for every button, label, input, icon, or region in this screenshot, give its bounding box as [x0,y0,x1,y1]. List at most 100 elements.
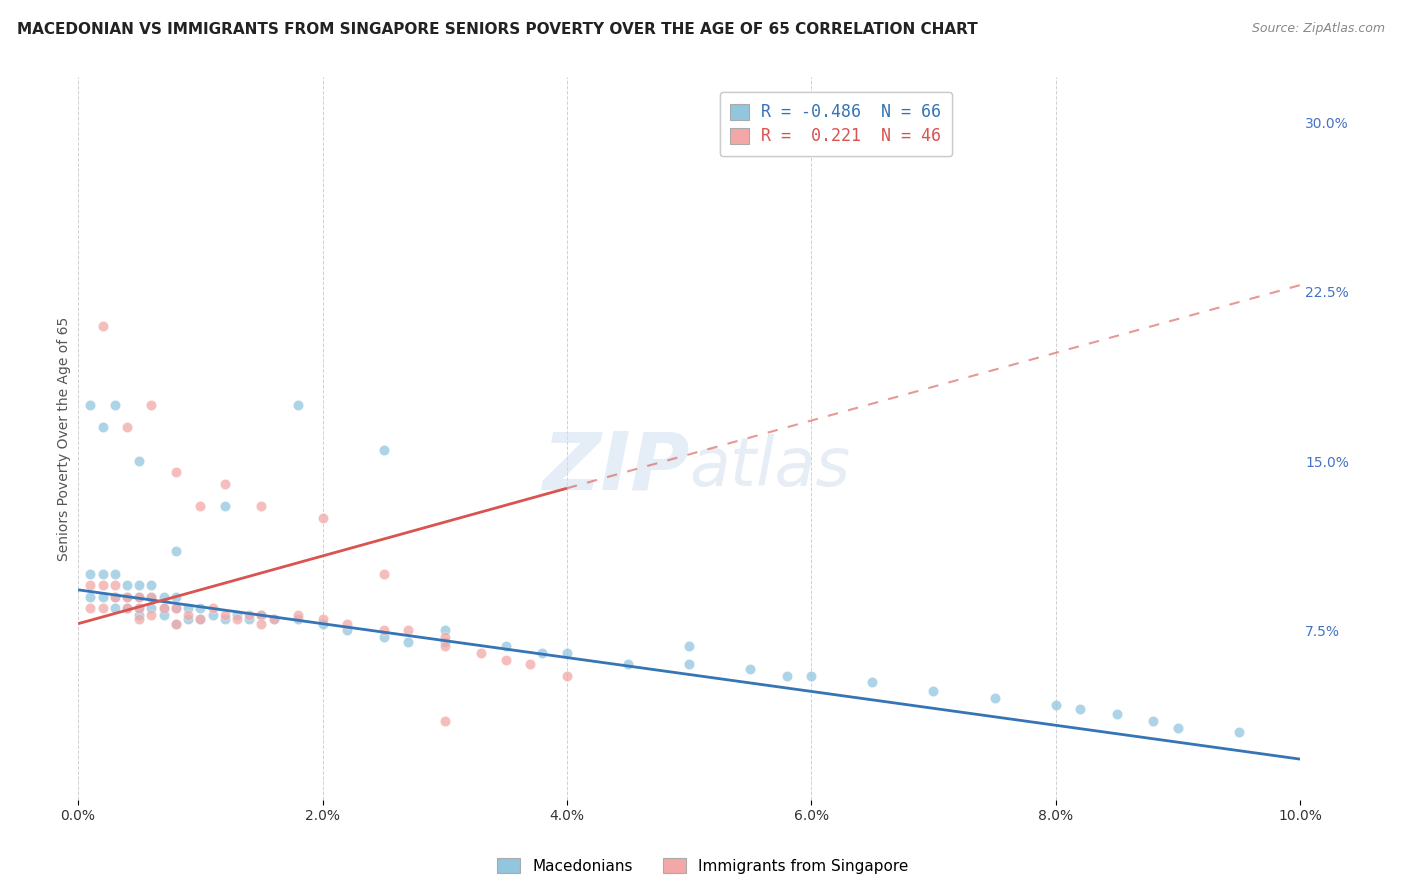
Point [128,590,150,604]
Point [165,590,187,604]
Point [91,578,114,592]
Point [91,600,114,615]
Point [177,607,200,622]
Point [128,607,150,622]
Point [287,612,309,626]
Point [678,657,700,672]
Point [79,590,101,604]
Point [433,714,456,728]
Point [128,600,150,615]
Point [214,500,236,514]
Point [433,640,456,654]
Point [238,607,260,622]
Point [115,420,138,434]
Point [214,612,236,626]
Point [104,567,127,582]
Point [79,578,101,592]
Point [396,624,419,638]
Point [115,590,138,604]
Point [177,612,200,626]
Point [433,624,456,638]
Point [91,318,114,333]
Point [555,646,578,660]
Point [373,442,395,457]
Point [165,600,187,615]
Point [433,630,456,644]
Point [470,646,492,660]
Point [922,684,945,698]
Point [495,640,517,654]
Point [152,600,174,615]
Point [214,476,236,491]
Text: ZIP: ZIP [541,428,689,507]
Point [250,616,273,631]
Point [79,398,101,412]
Point [79,567,101,582]
Point [104,590,127,604]
Point [617,657,640,672]
Point [311,616,333,631]
Legend: Macedonians, Immigrants from Singapore: Macedonians, Immigrants from Singapore [491,852,915,880]
Point [165,600,187,615]
Text: atlas: atlas [689,434,851,500]
Point [214,607,236,622]
Point [519,657,541,672]
Point [860,675,883,690]
Point [250,607,273,622]
Point [115,590,138,604]
Point [287,607,309,622]
Point [152,590,174,604]
Point [177,600,200,615]
Point [250,607,273,622]
Point [104,590,127,604]
Point [165,544,187,558]
Point [104,578,127,592]
Point [128,454,150,468]
Y-axis label: Seniors Poverty Over the Age of 65: Seniors Poverty Over the Age of 65 [58,317,72,561]
Point [91,590,114,604]
Point [165,616,187,631]
Point [373,567,395,582]
Point [141,590,163,604]
Point [433,634,456,648]
Point [263,612,285,626]
Point [104,398,127,412]
Point [1045,698,1067,712]
Point [201,600,224,615]
Point [287,398,309,412]
Point [188,500,211,514]
Point [128,600,150,615]
Point [1227,725,1250,739]
Point [104,600,127,615]
Point [91,420,114,434]
Point [128,590,150,604]
Point [141,600,163,615]
Point [776,668,799,682]
Point [1167,721,1189,735]
Point [336,616,359,631]
Point [373,624,395,638]
Legend: R = -0.486  N = 66, R =  0.221  N = 46: R = -0.486 N = 66, R = 0.221 N = 46 [720,92,952,156]
Point [250,500,273,514]
Point [128,612,150,626]
Point [79,600,101,615]
Point [115,600,138,615]
Text: Source: ZipAtlas.com: Source: ZipAtlas.com [1251,22,1385,36]
Point [311,510,333,524]
Point [188,600,211,615]
Point [983,691,1005,706]
Point [226,607,249,622]
Point [1105,706,1128,721]
Point [115,600,138,615]
Point [152,607,174,622]
Point [311,612,333,626]
Point [1069,702,1091,716]
Point [740,662,762,676]
Point [263,612,285,626]
Point [128,578,150,592]
Point [800,668,823,682]
Point [238,612,260,626]
Point [531,646,554,660]
Point [396,634,419,648]
Point [165,466,187,480]
